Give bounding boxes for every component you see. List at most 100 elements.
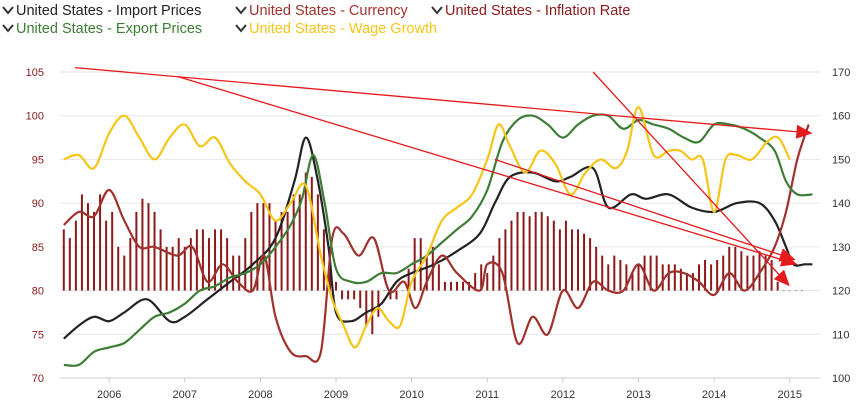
inflation-bar	[800, 290, 803, 292]
inflation-bar	[93, 211, 96, 291]
series-line-import	[63, 136, 813, 340]
inflation-bar	[189, 238, 192, 291]
inflation-bar	[80, 194, 83, 291]
legend-item-wage-growth[interactable]: United States - Wage Growth	[235, 21, 437, 37]
inflation-bar	[516, 211, 519, 291]
legend-item-currency[interactable]: United States - Currency	[235, 3, 408, 19]
chevron-down-icon[interactable]	[235, 4, 247, 16]
inflation-bar	[141, 198, 144, 291]
inflation-bar	[752, 255, 755, 291]
inflation-bar	[347, 290, 350, 300]
legend-label: United States - Wage Growth	[249, 21, 438, 37]
inflation-bar	[613, 255, 616, 291]
annotation-arrowhead	[778, 248, 796, 262]
inflation-bar	[232, 255, 235, 291]
chevron-down-icon[interactable]	[2, 4, 14, 16]
inflation-bar	[413, 238, 416, 291]
annotation-arrows	[75, 66, 813, 287]
x-tick-label: 2007	[173, 389, 197, 401]
inflation-bar	[540, 211, 543, 291]
chevron-down-icon[interactable]	[2, 22, 14, 34]
inflation-bar	[631, 273, 634, 291]
inflation-bar	[335, 281, 338, 291]
inflation-bar	[304, 172, 307, 291]
inflation-bar	[522, 211, 525, 291]
y-left-tick-label: 85	[32, 242, 44, 254]
inflation-bar	[462, 281, 465, 291]
legend-item-import-prices[interactable]: United States - Import Prices	[2, 3, 201, 19]
y-left-tick-label: 80	[32, 286, 44, 298]
inflation-bar	[577, 229, 580, 291]
y-right-tick-label: 130	[832, 242, 850, 254]
inflation-bar	[220, 229, 223, 291]
inflation-bar	[183, 246, 186, 291]
x-tick-label: 2009	[324, 389, 348, 401]
inflation-bar	[159, 229, 162, 291]
inflation-bar	[207, 238, 210, 291]
y-right-tick-label: 110	[832, 329, 850, 341]
inflation-bar	[716, 259, 719, 291]
inflation-bar	[341, 290, 344, 300]
inflation-bar	[619, 259, 622, 291]
legend-label: United States - Inflation Rate	[445, 3, 631, 19]
inflation-bar	[105, 220, 108, 291]
inflation-bar	[129, 238, 132, 291]
x-tick-label: 2013	[626, 389, 650, 401]
inflation-bar	[99, 194, 102, 291]
inflation-bar	[111, 211, 114, 291]
y-left-tick-label: 90	[32, 198, 44, 210]
chevron-down-icon[interactable]	[235, 22, 247, 34]
inflation-bar	[407, 268, 410, 291]
x-tick-label: 2012	[551, 389, 575, 401]
inflation-bar	[498, 238, 501, 291]
chevron-down-icon[interactable]	[431, 4, 443, 16]
legend-item-inflation-rate[interactable]: United States - Inflation Rate	[431, 3, 630, 19]
inflation-bar	[746, 255, 749, 291]
y-left-tick-label: 70	[32, 373, 44, 385]
x-tick-label: 2008	[248, 389, 272, 401]
inflation-bar	[383, 290, 386, 292]
series-line-wage	[63, 105, 791, 349]
inflation-bar	[607, 264, 610, 291]
inflation-bar	[443, 281, 446, 291]
inflation-bar	[244, 238, 247, 291]
inflation-bar	[794, 290, 797, 292]
inflation-bar	[292, 194, 295, 291]
inflation-bar	[195, 229, 198, 291]
inflation-bar	[728, 246, 731, 291]
inflation-bar	[764, 255, 767, 291]
legend-label: United States - Currency	[249, 3, 408, 19]
inflation-bar	[528, 216, 531, 291]
inflation-bar	[226, 238, 229, 291]
x-tick-label: 2006	[97, 389, 121, 401]
inflation-bar	[250, 211, 253, 291]
inflation-bar	[667, 264, 670, 291]
legend-label: United States - Import Prices	[16, 3, 202, 19]
annotation-arrowhead	[795, 124, 813, 139]
inflation-bar	[171, 246, 174, 291]
inflation-bar	[655, 255, 658, 291]
inflation-bar	[62, 229, 65, 291]
inflation-bar	[117, 246, 120, 291]
y-right-tick-label: 150	[832, 154, 850, 166]
y-right-tick-label: 120	[832, 286, 850, 298]
inflation-bar	[425, 255, 428, 291]
inflation-bar	[710, 264, 713, 291]
x-tick-label: 2010	[399, 389, 423, 401]
legend-item-export-prices[interactable]: United States - Export Prices	[2, 21, 202, 37]
inflation-bar	[740, 251, 743, 291]
y-left-tick-label: 100	[26, 111, 44, 123]
series-lines	[63, 105, 813, 367]
inflation-bar	[570, 229, 573, 291]
inflation-bar	[480, 264, 483, 291]
inflation-bar	[401, 290, 404, 292]
inflation-bar	[353, 290, 356, 300]
inflation-bar	[286, 211, 289, 291]
inflation-bar	[274, 220, 277, 291]
inflation-bar	[558, 229, 561, 291]
inflation-bar	[649, 255, 652, 291]
y-right-tick-label: 160	[832, 111, 850, 123]
inflation-bar	[377, 290, 380, 317]
annotation-arrow	[494, 158, 781, 256]
